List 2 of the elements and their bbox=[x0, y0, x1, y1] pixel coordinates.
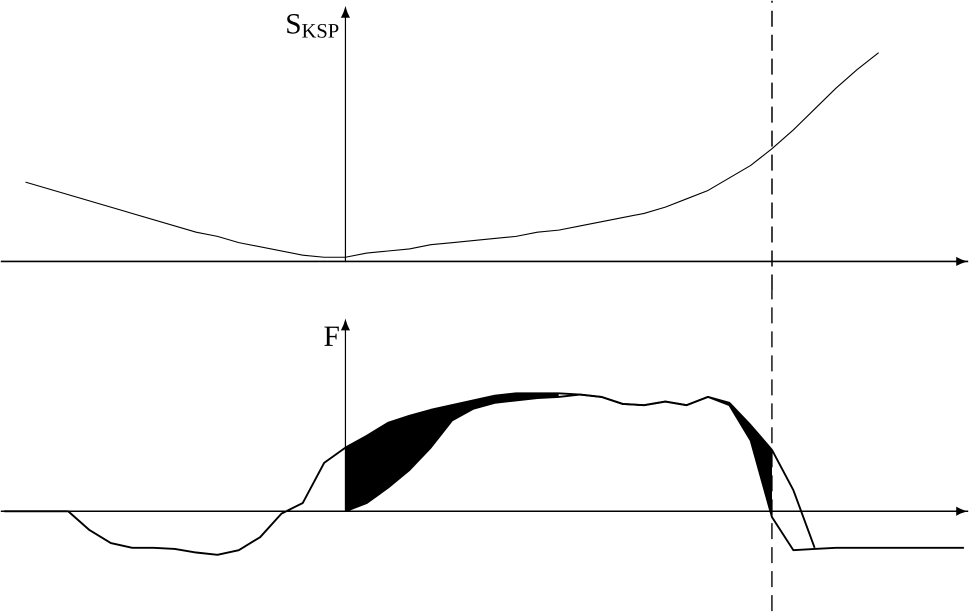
y-axis-title: S$_{KSP}$ bbox=[287, 14, 338, 38]
y-axis-title: F bbox=[324, 326, 339, 346]
